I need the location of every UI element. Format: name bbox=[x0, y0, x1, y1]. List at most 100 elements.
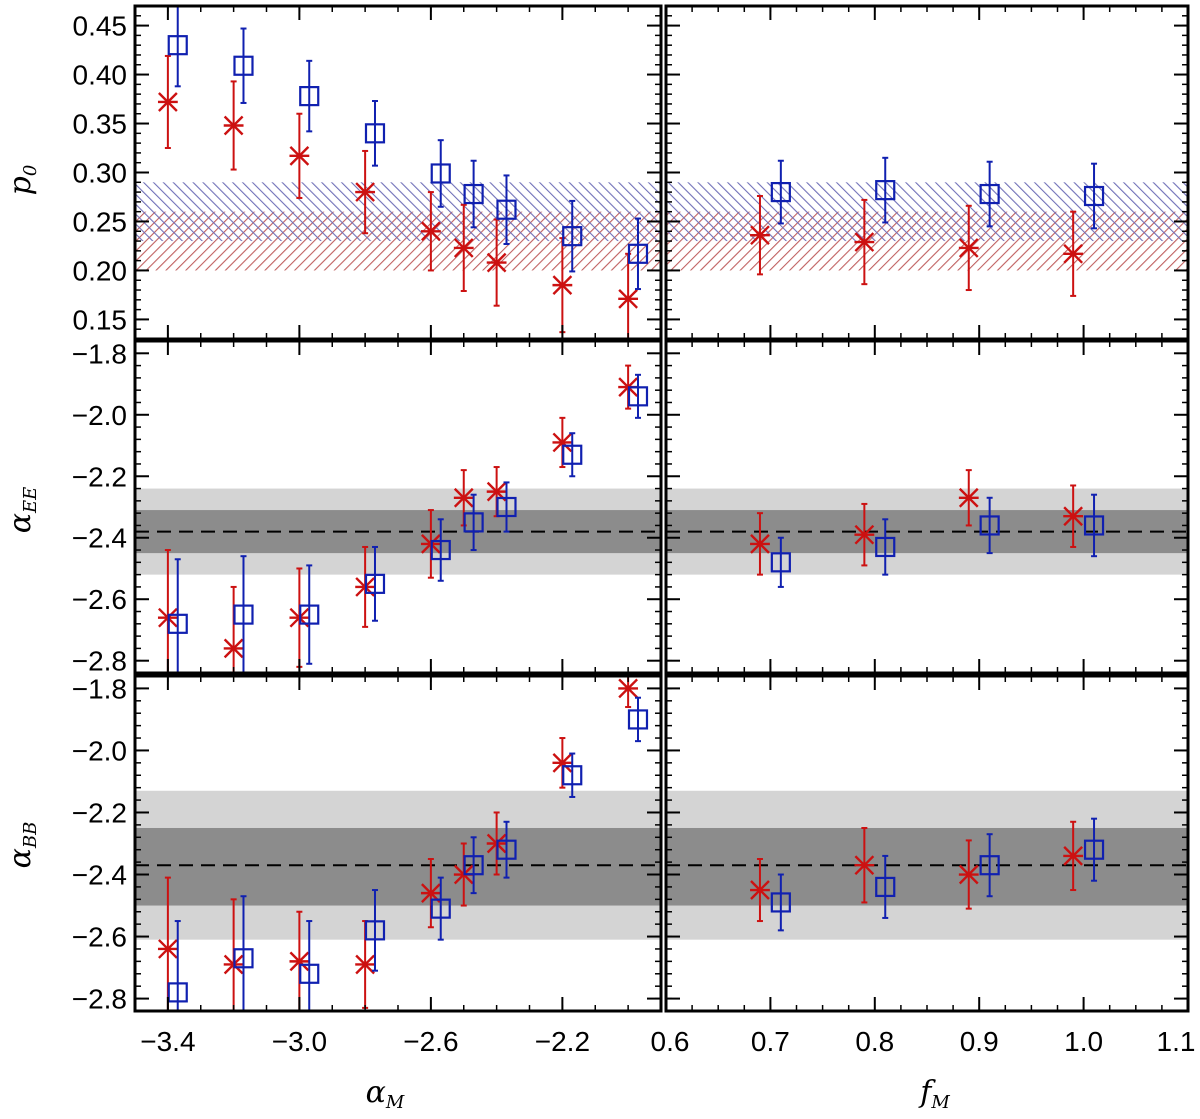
y-tick-label: −2.8 bbox=[72, 646, 127, 677]
y-tick-label: −2.8 bbox=[72, 984, 127, 1015]
y-tick-label: 0.35 bbox=[73, 109, 128, 140]
data-point-bb bbox=[364, 920, 386, 941]
data-point-bb bbox=[364, 123, 386, 144]
data-point-bb bbox=[770, 892, 791, 913]
data-point-ee bbox=[453, 487, 474, 508]
x-tick-label: 0.7 bbox=[751, 1026, 790, 1057]
y-tick-label: −2.0 bbox=[72, 400, 127, 431]
data-point-bb bbox=[496, 199, 517, 220]
x-tick-label: 1.1 bbox=[1157, 1026, 1196, 1057]
data-point-bb bbox=[562, 444, 583, 465]
data-point-bb bbox=[364, 573, 386, 594]
data-point-bb bbox=[463, 512, 484, 533]
panel-alphaEE-vs-alphaM: −2.8 −2.6 −2.4 −2.2 −2.0 −1.8 bbox=[72, 338, 663, 677]
y-tick-label: 0.30 bbox=[73, 158, 128, 189]
data-point-bb bbox=[430, 163, 451, 184]
data-point-bb bbox=[627, 709, 649, 730]
data-point-ee bbox=[854, 855, 875, 876]
x-tick-label: 0.8 bbox=[855, 1026, 894, 1057]
data-point-ee bbox=[854, 524, 875, 545]
data-point-bb bbox=[562, 226, 583, 247]
data-point-bb bbox=[430, 898, 451, 919]
data-point-bb bbox=[1083, 185, 1105, 207]
panel-alphaBB-vs-fM: 0.6 0.7 0.8 0.9 1.0 1.1 bbox=[651, 674, 1196, 1057]
data-point-bb bbox=[167, 613, 188, 634]
data-point-ee bbox=[618, 288, 639, 309]
y-tick-label: −2.6 bbox=[72, 584, 127, 615]
panel-frame bbox=[133, 4, 663, 341]
y-tick-label: 0.25 bbox=[73, 206, 128, 237]
data-point-bb bbox=[167, 35, 188, 56]
data-point-bb bbox=[430, 539, 451, 561]
data-point-ee bbox=[157, 939, 178, 959]
data-point-ee bbox=[958, 487, 979, 508]
hatched-band-bb bbox=[666, 182, 1188, 242]
x-axis-label-f-m: fM bbox=[918, 1075, 950, 1113]
panel-alphaEE-vs-fM bbox=[664, 339, 1190, 675]
y-tick-label: −2.4 bbox=[72, 523, 127, 554]
data-point-bb bbox=[875, 876, 896, 898]
x-tick-label: −3.0 bbox=[272, 1026, 327, 1057]
data-point-bb bbox=[979, 855, 1000, 876]
data-point-ee bbox=[958, 238, 979, 258]
x-tick-label: −3.4 bbox=[140, 1026, 195, 1057]
x-tick-label: 1.0 bbox=[1064, 1026, 1103, 1057]
data-point-ee bbox=[355, 954, 376, 975]
data-point-bb bbox=[233, 948, 254, 969]
y-tick-label: −2.0 bbox=[72, 735, 127, 766]
data-point-ee bbox=[618, 678, 639, 699]
y-tick-label: −1.8 bbox=[72, 673, 127, 704]
panel-p0-vs-alphaM: 0.15 0.20 0.25 0.30 0.35 0.40 0.45 bbox=[73, 4, 663, 341]
data-point-bb bbox=[496, 496, 517, 518]
panel-alphaBB-vs-alphaM: −2.8 −2.6 −2.4 −2.2 −2.0 −1.8 −3.4 −3.0 −2.6 −2.2 bbox=[72, 673, 663, 1057]
data-point-bb bbox=[299, 86, 320, 107]
data-point-ee bbox=[223, 638, 244, 659]
band-inner bbox=[666, 827, 1188, 906]
data-point-ee bbox=[355, 182, 376, 202]
x-tick-label: 0.6 bbox=[651, 1026, 690, 1057]
data-point-bb bbox=[979, 515, 1000, 536]
data-point-bb bbox=[770, 552, 791, 573]
data-point-bb bbox=[875, 536, 896, 558]
data-point-bb bbox=[875, 180, 896, 201]
data-point-bb bbox=[299, 604, 320, 625]
y-tick-label: −2.6 bbox=[72, 922, 127, 953]
data-point-ee bbox=[1063, 846, 1084, 866]
data-point-bb bbox=[233, 604, 254, 625]
data-point-ee bbox=[750, 534, 770, 554]
x-tick-label: 0.9 bbox=[960, 1026, 999, 1057]
data-point-bb bbox=[562, 765, 583, 786]
panel-frame bbox=[664, 4, 1190, 341]
data-point-ee bbox=[453, 238, 474, 258]
data-point-ee bbox=[289, 146, 310, 166]
data-point-bb bbox=[627, 243, 649, 264]
y-tick-label: 0.20 bbox=[73, 255, 128, 286]
data-point-ee bbox=[854, 232, 875, 252]
data-point-ee bbox=[157, 92, 178, 112]
y-tick-label: −1.8 bbox=[72, 338, 127, 369]
data-point-bb bbox=[233, 55, 254, 76]
data-point-ee bbox=[750, 880, 770, 900]
data-point-bb bbox=[496, 839, 517, 860]
band-inner bbox=[135, 827, 661, 906]
data-point-bb bbox=[463, 855, 484, 876]
y-tick-label: 0.45 bbox=[73, 11, 128, 42]
data-point-ee bbox=[223, 115, 244, 136]
data-point-bb bbox=[167, 982, 188, 1003]
y-tick-label: −2.2 bbox=[72, 797, 127, 828]
data-point-bb bbox=[463, 183, 484, 205]
data-point-ee bbox=[958, 864, 979, 885]
y-tick-label: −2.4 bbox=[72, 860, 127, 891]
data-point-ee bbox=[750, 225, 770, 246]
y-tick-label: 0.40 bbox=[73, 60, 128, 91]
data-point-ee bbox=[1063, 506, 1084, 527]
data-point-bb bbox=[299, 963, 320, 984]
y-axis-label-p0: p0 bbox=[3, 165, 41, 196]
data-point-bb bbox=[979, 183, 1000, 205]
data-point-ee bbox=[289, 951, 310, 972]
panel-p0-vs-fM bbox=[664, 4, 1190, 341]
hatched-band-bb bbox=[135, 182, 661, 242]
x-tick-label: −2.2 bbox=[535, 1026, 590, 1057]
data-point-ee bbox=[552, 753, 573, 773]
